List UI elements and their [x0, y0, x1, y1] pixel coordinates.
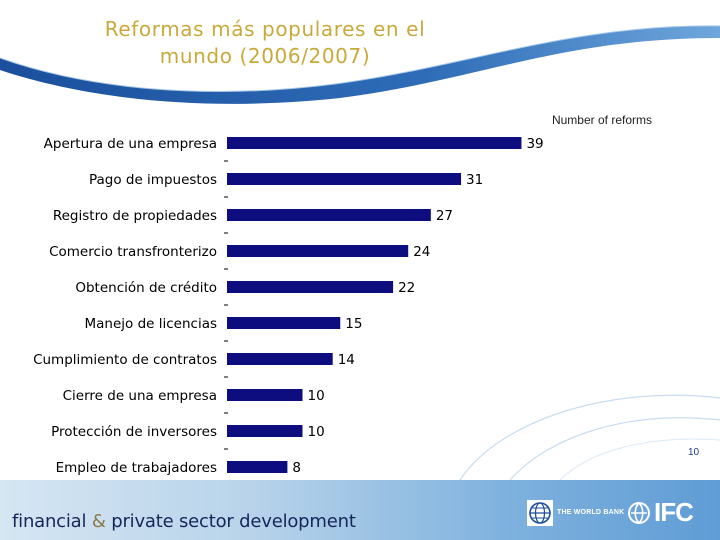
bar [227, 173, 462, 185]
value-label: 10 [308, 424, 325, 440]
world-bank-globe-icon [527, 500, 553, 526]
category-label: Protección de inversores [51, 424, 217, 440]
bar [227, 209, 431, 221]
category-label: Obtención de crédito [75, 280, 217, 296]
value-label: 15 [345, 316, 362, 332]
bar [227, 137, 522, 149]
world-bank-label: THE WORLD BANK [557, 509, 625, 516]
tagline-financial: financial [12, 511, 87, 532]
bar [227, 461, 288, 473]
bar [227, 353, 333, 365]
value-label: 39 [526, 136, 543, 152]
ifc-label: IFC [654, 497, 694, 527]
ifc-globe-icon [628, 502, 650, 524]
page-number: 10 [688, 447, 700, 458]
bar [227, 389, 303, 401]
footer-tagline: financial & private sector development [12, 511, 356, 532]
value-label: 8 [292, 460, 301, 476]
category-label: Empleo de trabajadores [56, 460, 217, 476]
category-label: Registro de propiedades [53, 208, 217, 224]
category-label: Comercio transfronterizo [49, 244, 217, 260]
tagline-rest: private sector development [111, 511, 356, 532]
header-swoosh [0, 0, 720, 104]
bar [227, 281, 394, 293]
category-label: Cumplimiento de contratos [33, 352, 217, 368]
value-label: 31 [466, 172, 483, 188]
units-label: Number of reforms [551, 113, 652, 127]
bar-chart: Apertura de una empresa 39 Pago de impuest… [33, 125, 544, 480]
value-label: 22 [398, 280, 415, 296]
value-label: 14 [338, 352, 355, 368]
slide-title: Reformas más populares en el mundo (2006… [60, 16, 470, 70]
value-label: 10 [308, 388, 325, 404]
decorative-arcs [459, 394, 720, 480]
category-label: Cierre de una empresa [63, 388, 217, 404]
slide-title-line1: Reformas más populares en el [104, 17, 426, 41]
bar [227, 317, 341, 329]
slide-title-line2: mundo (2006/2007) [159, 44, 371, 68]
bar [227, 245, 409, 257]
bar [227, 425, 303, 437]
tagline-ampersand: & [91, 511, 106, 532]
category-label: Apertura de una empresa [44, 136, 217, 152]
value-label: 24 [413, 244, 430, 260]
category-label: Pago de impuestos [89, 172, 217, 188]
category-label: Manejo de licencias [84, 316, 217, 332]
value-label: 27 [436, 208, 453, 224]
footer-band: financial & private sector development T… [0, 480, 720, 540]
